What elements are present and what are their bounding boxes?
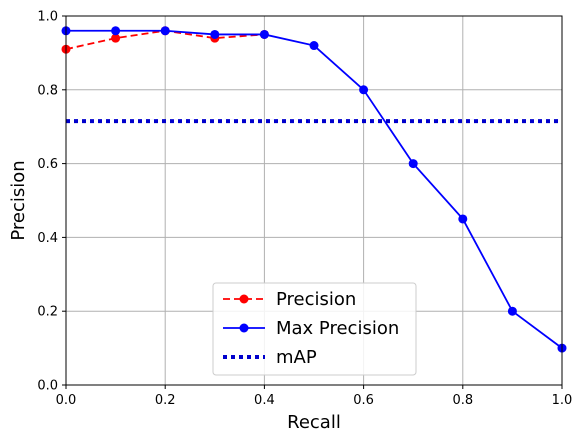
y-tick-label: 1.0 [37, 10, 58, 25]
data-point-max-precision [458, 214, 468, 224]
y-tick-label: 0.8 [37, 83, 58, 98]
legend-label: mAP [276, 347, 317, 368]
x-axis-label: Recall [287, 412, 341, 433]
x-tick-label: 0.4 [254, 393, 275, 408]
ticks: 0.0 0.2 0.4 0.6 0.8 1.0 0.0 0.2 0.4 0.6 0.8 1.0 [37, 10, 572, 409]
y-axis-label: Precision [8, 160, 29, 240]
y-tick-label: 0.2 [37, 305, 58, 320]
legend-label: Precision [276, 289, 356, 310]
y-tick-label: 0.0 [37, 379, 58, 394]
legend-marker [239, 294, 249, 304]
data-point-max-precision [408, 159, 418, 169]
x-tick-label: 1.0 [552, 393, 573, 408]
x-tick-label: 0.8 [452, 393, 473, 408]
x-tick-label: 0.2 [155, 393, 176, 408]
data-point-max-precision [259, 29, 269, 39]
y-tick-label: 0.4 [37, 231, 58, 246]
data-point-max-precision [359, 85, 369, 95]
data-point-max-precision [160, 26, 170, 36]
legend-label: Max Precision [276, 318, 399, 339]
legend: Precision Max Precision mAP [212, 282, 417, 376]
data-point-max-precision [309, 41, 319, 51]
y-tick-label: 0.6 [37, 157, 58, 172]
x-tick-label: 0.6 [353, 393, 374, 408]
data-point-max-precision [111, 26, 121, 36]
legend-box [212, 282, 417, 376]
plot-frame [65, 15, 563, 386]
data-point-precision [111, 33, 121, 43]
series-layer [61, 26, 567, 353]
legend-marker [239, 323, 249, 333]
data-point-max-precision [210, 29, 220, 39]
x-tick-label: 0.0 [56, 393, 77, 408]
data-point-max-precision [507, 306, 517, 316]
